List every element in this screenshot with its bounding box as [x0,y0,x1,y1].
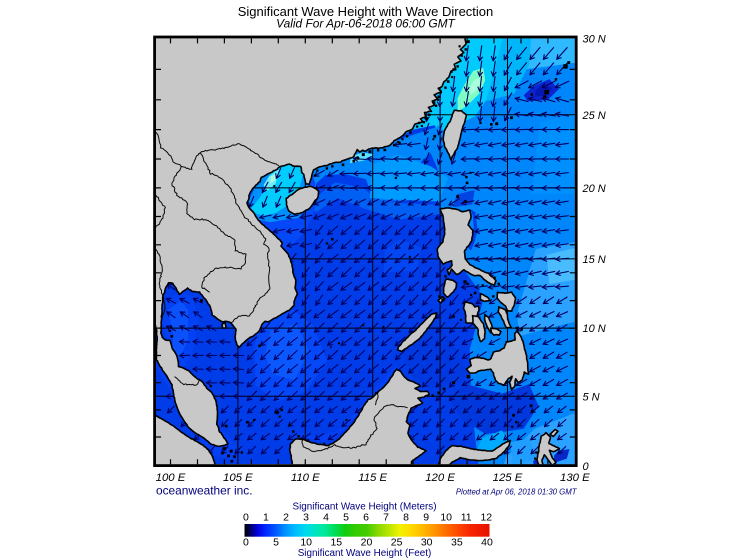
svg-text:9: 9 [423,512,429,524]
svg-text:Significant Wave Height (Meter: Significant Wave Height (Meters) [293,502,437,513]
svg-text:Valid For Apr-06-2018 06:00 GM: Valid For Apr-06-2018 06:00 GMT [276,17,455,31]
svg-text:2: 2 [283,512,289,524]
svg-text:35: 35 [451,537,463,549]
svg-text:30: 30 [421,537,433,549]
svg-text:5 N: 5 N [583,391,600,403]
svg-text:10: 10 [300,537,312,549]
svg-text:105 E: 105 E [223,472,253,484]
svg-text:115 E: 115 E [358,472,387,484]
svg-text:110 E: 110 E [291,472,320,484]
svg-text:125 E: 125 E [493,472,523,484]
svg-text:Significant Wave Height with W: Significant Wave Height with Wave Direct… [238,4,494,19]
svg-text:0: 0 [583,461,590,473]
svg-text:20 N: 20 N [582,183,606,195]
svg-text:20: 20 [361,537,373,549]
svg-text:100 E: 100 E [156,472,186,484]
svg-text:3: 3 [303,512,309,524]
svg-text:25 N: 25 N [582,110,606,122]
svg-text:12: 12 [480,512,492,524]
svg-text:8: 8 [403,512,409,524]
svg-text:4: 4 [323,512,329,524]
svg-text:5: 5 [273,537,279,549]
svg-text:0: 0 [243,512,249,524]
svg-text:15 N: 15 N [583,254,606,266]
svg-text:0: 0 [243,537,249,549]
svg-text:10 N: 10 N [583,323,606,335]
svg-text:Significant Wave Height (Feet): Significant Wave Height (Feet) [298,548,432,559]
svg-text:40: 40 [481,537,493,549]
svg-text:15: 15 [330,537,342,549]
svg-text:5: 5 [343,512,349,524]
svg-text:7: 7 [383,512,389,524]
svg-text:130 E: 130 E [560,472,590,484]
svg-text:10: 10 [440,512,452,524]
svg-text:6: 6 [363,512,369,524]
svg-text:11: 11 [461,512,472,524]
svg-text:25: 25 [391,537,403,549]
svg-text:1: 1 [263,512,269,524]
svg-text:Plotted at Apr 06, 2018 01:30: Plotted at Apr 06, 2018 01:30 GMT [456,488,578,497]
svg-text:120 E: 120 E [425,472,455,484]
svg-text:oceanweather inc.: oceanweather inc. [156,484,253,498]
svg-text:30 N: 30 N [583,34,606,46]
